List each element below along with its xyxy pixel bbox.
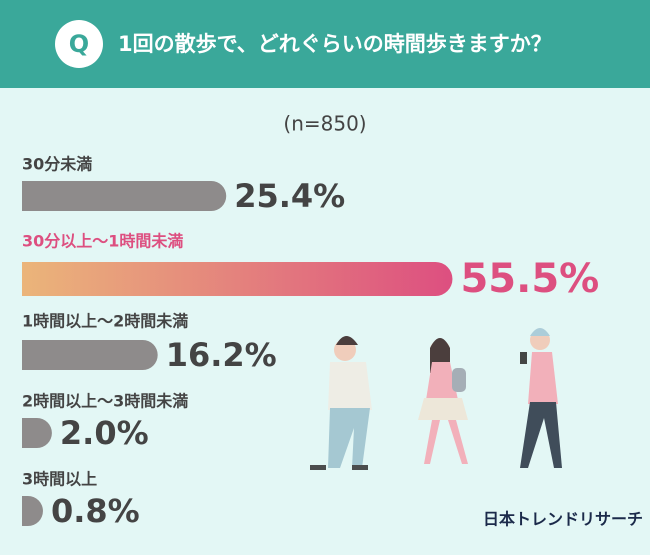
- illustration: [310, 328, 562, 470]
- bar: [22, 418, 52, 448]
- category-label: 30分以上～1時間未満: [22, 232, 183, 251]
- badge-text: Q: [69, 30, 89, 58]
- category-label: 3時間以上: [22, 470, 97, 489]
- brand: 日本トレンドリサーチ: [483, 510, 643, 529]
- bar: [22, 181, 227, 211]
- header-band: [0, 0, 650, 88]
- category-label: 1時間以上～2時間未満: [22, 312, 188, 331]
- badge: [55, 20, 103, 68]
- bar: [22, 262, 453, 296]
- value-label: 2.0%: [60, 414, 149, 452]
- bar: [22, 340, 158, 370]
- bar: [22, 496, 43, 526]
- category-label: 30分未満: [22, 155, 92, 174]
- category-label: 2時間以上～3時間未満: [22, 392, 188, 411]
- value-label: 55.5%: [460, 256, 599, 302]
- subtitle: (n=850): [283, 112, 366, 136]
- title: 1回の散歩で、どれぐらいの時間歩きますか？: [118, 32, 552, 56]
- value-label: 25.4%: [234, 177, 345, 215]
- value-label: 0.8%: [51, 492, 140, 530]
- value-label: 16.2%: [166, 336, 277, 374]
